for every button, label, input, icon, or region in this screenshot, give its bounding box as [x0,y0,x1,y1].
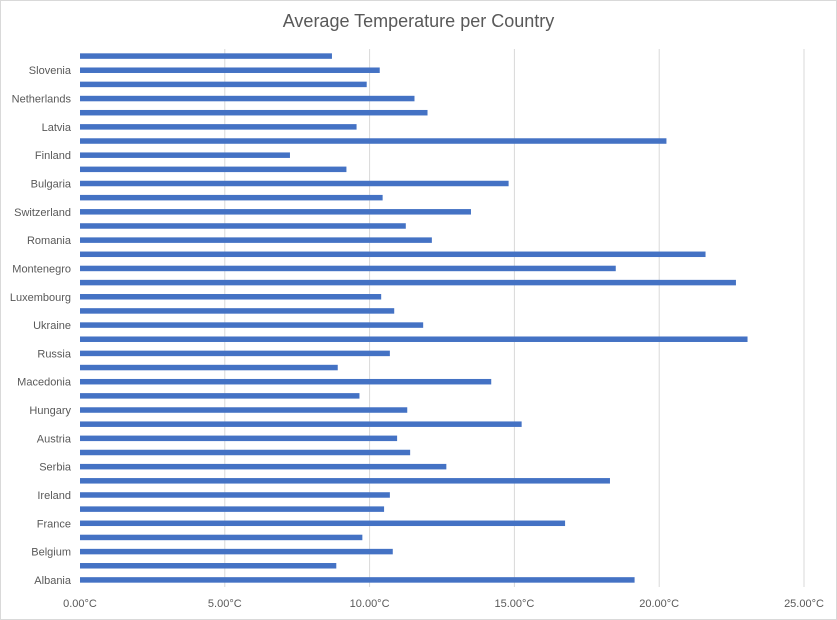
bars [80,53,748,583]
bar [80,67,380,73]
y-tick-label: Albania [34,575,72,587]
y-tick-label: Serbia [39,462,72,474]
bar [80,463,447,470]
bar [80,449,411,456]
bar [80,393,360,399]
bar [80,563,337,569]
y-tick-label: Latvia [42,122,72,134]
bar [80,180,509,187]
bar [80,421,522,427]
bar [80,364,338,371]
x-tick-label: 25.00°C [784,598,824,610]
y-tick-label: Belgium [31,547,71,559]
bar [80,435,398,442]
x-tick-label: 5.00°C [208,598,242,610]
bar [80,548,393,555]
bar [80,478,610,484]
bar [80,53,332,59]
y-tick-label: Macedonia [17,377,72,389]
bar [80,124,357,130]
y-tick-label: Netherlands [12,94,72,106]
bar [80,506,385,512]
bar [80,322,424,328]
bar [80,152,290,158]
bar [80,407,408,413]
y-tick-label: Russia [37,348,72,360]
bar [80,166,347,173]
y-tick-label: Luxembourg [10,292,71,304]
chart-title: Average Temperature per Country [282,11,555,31]
y-tick-label: Ukraine [33,320,71,332]
bar [80,109,428,116]
y-tick-label: Slovenia [29,65,72,77]
y-tick-label: France [37,518,71,530]
bar [80,138,667,144]
bar [80,237,432,243]
bar [80,577,635,583]
y-tick-label: Switzerland [14,207,71,219]
bar [80,294,382,300]
y-tick-label: Romania [27,235,72,247]
y-tick-label: Ireland [37,490,71,502]
bar [80,520,566,527]
bar [80,81,367,88]
y-tick-label: Bulgaria [31,179,72,191]
y-tick-labels: Albania Belgium France Ireland Serbia Austria… [10,65,72,587]
bar [80,194,383,201]
bar [80,492,390,498]
x-tick-label: 10.00°C [350,598,390,610]
x-tick-labels: 0.00°C 5.00°C 10.00°C 15.00°C 20.00°C 25.00°C [63,598,824,610]
bar [80,336,748,342]
bar [80,265,616,272]
x-tick-label: 20.00°C [639,598,679,610]
bar [80,534,363,541]
bar [80,308,395,314]
y-tick-label: Montenegro [12,263,71,275]
y-tick-label: Hungary [29,405,71,417]
bar [80,378,492,385]
x-tick-label: 15.00°C [494,598,534,610]
y-tick-label: Finland [35,150,71,162]
bar [80,279,736,286]
bar [80,223,406,229]
bar [80,209,471,215]
gridlines [224,49,805,587]
bar [80,95,415,102]
y-tick-label: Austria [37,433,72,445]
x-tick-label: 0.00°C [63,598,97,610]
bar [80,350,390,357]
bar [80,251,706,258]
